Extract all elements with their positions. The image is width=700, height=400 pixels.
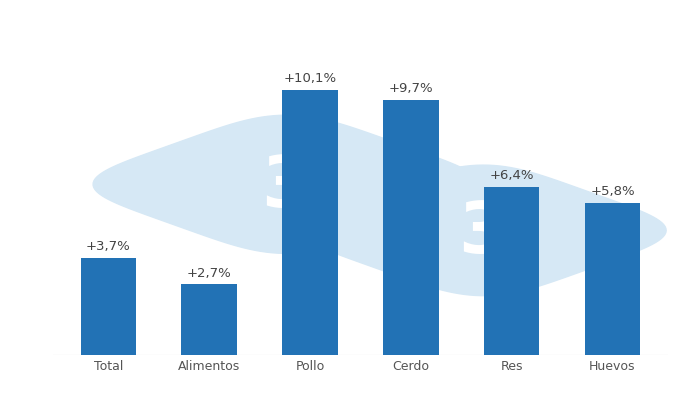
Y-axis label: Variación anual INPC: Variación anual INPC	[37, 126, 50, 256]
Text: +2,7%: +2,7%	[187, 267, 232, 280]
Bar	[484, 187, 539, 356]
Polygon shape	[301, 165, 666, 296]
Bar	[282, 90, 337, 356]
Text: +10,1%: +10,1%	[284, 72, 337, 85]
Bar	[80, 258, 136, 356]
Text: 3: 3	[261, 153, 312, 222]
Bar	[584, 203, 640, 356]
Text: +9,7%: +9,7%	[389, 82, 433, 95]
Bar	[383, 100, 438, 356]
Text: +5,8%: +5,8%	[590, 185, 635, 198]
Polygon shape	[93, 115, 480, 254]
Bar	[181, 284, 237, 356]
Text: +3,7%: +3,7%	[86, 240, 131, 253]
Text: +6,4%: +6,4%	[489, 169, 534, 182]
Text: 3: 3	[458, 199, 509, 268]
